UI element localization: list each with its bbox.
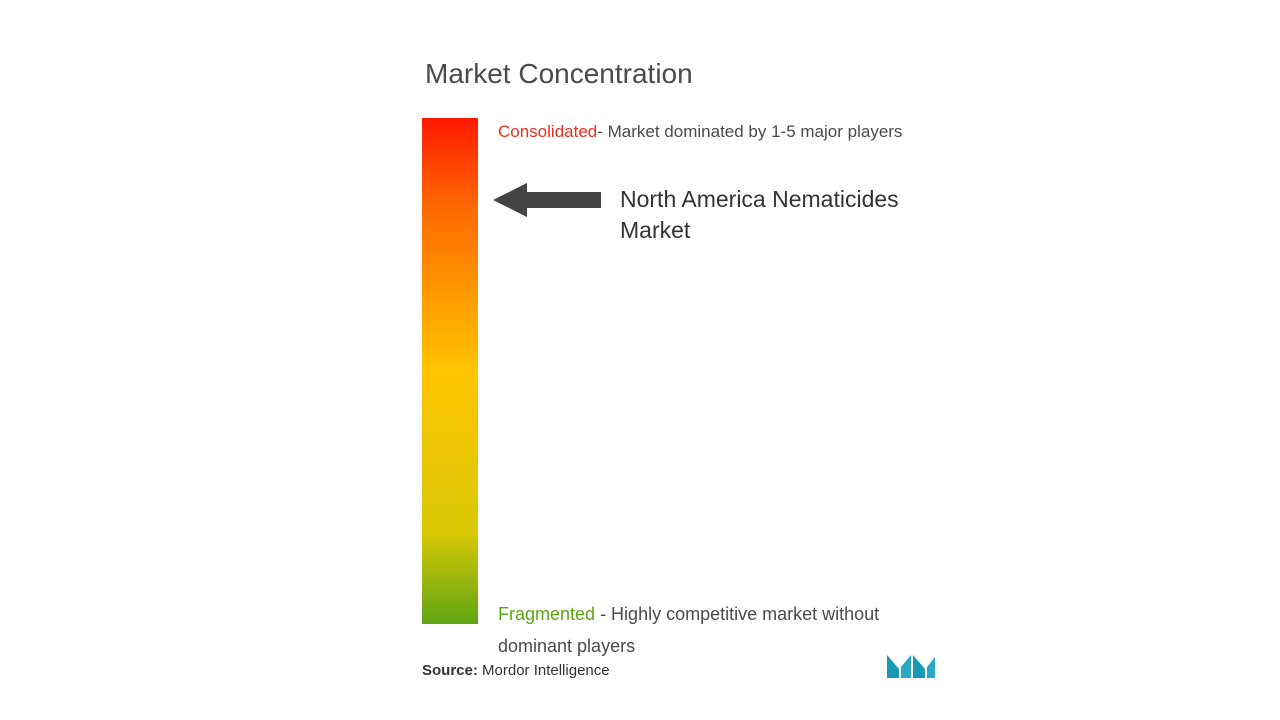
consolidated-word: Consolidated xyxy=(498,122,597,141)
fragmented-label: Fragmented - Highly competitive market w… xyxy=(498,598,938,663)
market-name-label: North America Nematicides Market xyxy=(620,184,950,246)
chart-title: Market Concentration xyxy=(425,58,693,90)
arrow-left-icon xyxy=(493,180,601,220)
concentration-gradient-bar xyxy=(422,118,478,624)
source-value: Mordor Intelligence xyxy=(478,662,610,679)
source-citation: Source: Mordor Intelligence xyxy=(422,662,610,679)
consolidated-description: - Market dominated by 1-5 major players xyxy=(597,122,902,141)
source-label: Source: xyxy=(422,662,478,679)
brand-logo-icon xyxy=(887,650,935,678)
consolidated-label: Consolidated- Market dominated by 1-5 ma… xyxy=(498,122,902,142)
indicator-arrow xyxy=(493,180,601,220)
fragmented-word: Fragmented xyxy=(498,604,595,624)
